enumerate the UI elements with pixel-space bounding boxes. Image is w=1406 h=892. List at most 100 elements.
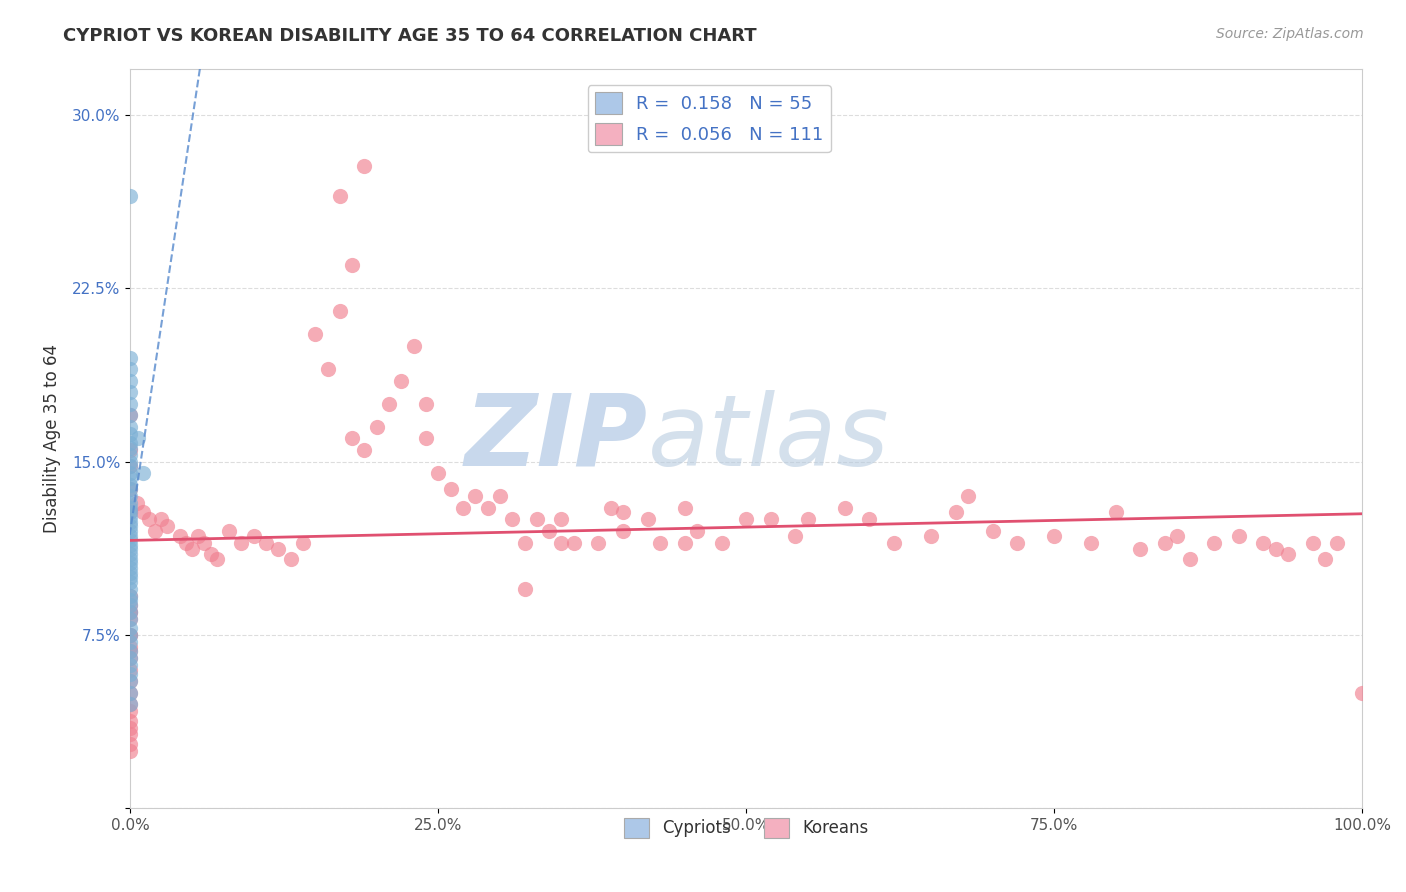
Point	[120, 698, 142, 712]
Point	[513, 535, 536, 549]
Point	[981, 524, 1004, 538]
Point	[120, 628, 142, 642]
Point	[1227, 528, 1250, 542]
Point	[193, 535, 215, 549]
Point	[120, 397, 142, 411]
Point	[1178, 551, 1201, 566]
Text: CYPRIOT VS KOREAN DISABILITY AGE 35 TO 64 CORRELATION CHART: CYPRIOT VS KOREAN DISABILITY AGE 35 TO 6…	[63, 27, 756, 45]
Point	[120, 686, 142, 700]
Point	[612, 524, 634, 538]
Point	[200, 547, 222, 561]
Point	[304, 327, 326, 342]
Point	[1129, 542, 1152, 557]
Point	[648, 535, 671, 549]
Point	[174, 535, 197, 549]
Point	[366, 420, 388, 434]
Text: atlas: atlas	[648, 390, 890, 487]
Point	[150, 512, 173, 526]
Point	[427, 466, 450, 480]
Point	[120, 448, 142, 462]
Point	[1043, 528, 1066, 542]
Point	[1264, 542, 1286, 557]
Point	[120, 351, 142, 365]
Point	[120, 651, 142, 665]
Point	[120, 704, 142, 718]
Point	[120, 188, 142, 202]
Point	[120, 538, 142, 552]
Point	[181, 542, 204, 557]
Point	[120, 628, 142, 642]
Point	[120, 737, 142, 751]
Point	[280, 551, 302, 566]
Point	[477, 500, 499, 515]
Point	[120, 547, 142, 561]
Point	[120, 658, 142, 673]
Point	[735, 512, 758, 526]
Point	[120, 589, 142, 603]
Point	[501, 512, 523, 526]
Point	[415, 432, 437, 446]
Point	[267, 542, 290, 557]
Point	[120, 612, 142, 626]
Point	[169, 528, 191, 542]
Point	[231, 535, 253, 549]
Point	[451, 500, 474, 515]
Point	[489, 489, 512, 503]
Point	[562, 535, 585, 549]
Point	[588, 535, 610, 549]
Point	[1302, 535, 1324, 549]
Point	[120, 674, 142, 689]
Point	[834, 500, 856, 515]
Point	[143, 524, 166, 538]
Point	[120, 506, 142, 520]
Point	[120, 436, 142, 450]
Point	[120, 744, 142, 758]
Point	[120, 477, 142, 491]
Point	[550, 512, 572, 526]
Point	[120, 528, 142, 542]
Point	[120, 385, 142, 400]
Point	[538, 524, 561, 538]
Point	[120, 515, 142, 529]
Point	[138, 512, 160, 526]
Point	[120, 574, 142, 589]
Point	[785, 528, 807, 542]
Point	[1313, 551, 1336, 566]
Point	[120, 593, 142, 607]
Point	[673, 535, 696, 549]
Point	[316, 362, 339, 376]
Point	[127, 432, 149, 446]
Point	[120, 496, 142, 510]
Point	[883, 535, 905, 549]
Point	[353, 159, 375, 173]
Point	[858, 512, 880, 526]
Point	[120, 506, 142, 520]
Point	[120, 466, 142, 480]
Point	[599, 500, 621, 515]
Point	[1351, 686, 1374, 700]
Point	[120, 727, 142, 741]
Point	[353, 443, 375, 458]
Point	[120, 542, 142, 557]
Point	[120, 409, 142, 423]
Point	[120, 489, 142, 503]
Point	[205, 551, 228, 566]
Point	[686, 524, 709, 538]
Point	[340, 432, 363, 446]
Point	[402, 339, 425, 353]
Point	[920, 528, 942, 542]
Y-axis label: Disability Age 35 to 64: Disability Age 35 to 64	[44, 344, 60, 533]
Point	[120, 459, 142, 474]
Point	[120, 510, 142, 524]
Point	[759, 512, 782, 526]
Point	[1204, 535, 1226, 549]
Point	[415, 397, 437, 411]
Point	[340, 258, 363, 272]
Point	[1105, 506, 1128, 520]
Point	[120, 454, 142, 468]
Point	[1005, 535, 1028, 549]
Point	[120, 582, 142, 596]
Point	[1154, 535, 1177, 549]
Point	[120, 524, 142, 538]
Point	[120, 651, 142, 665]
